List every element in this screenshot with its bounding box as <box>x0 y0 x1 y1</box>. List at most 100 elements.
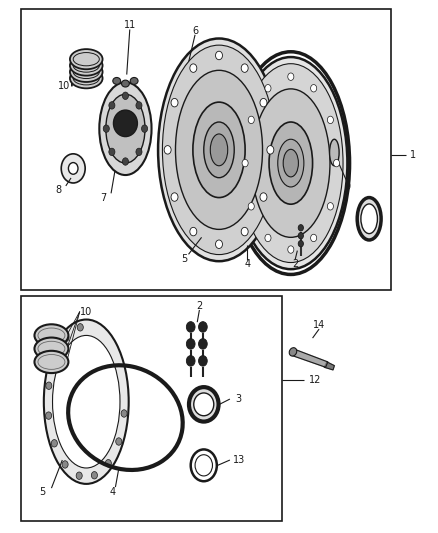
Circle shape <box>171 193 178 201</box>
Circle shape <box>260 99 267 107</box>
Text: 10: 10 <box>80 306 92 317</box>
Ellipse shape <box>53 335 120 468</box>
Circle shape <box>311 234 317 241</box>
Ellipse shape <box>193 102 245 198</box>
Bar <box>21 10 391 290</box>
Circle shape <box>52 354 58 362</box>
Text: 9: 9 <box>344 182 350 192</box>
Ellipse shape <box>158 38 280 261</box>
Circle shape <box>288 73 294 80</box>
Polygon shape <box>291 349 328 367</box>
Ellipse shape <box>357 198 381 240</box>
Text: 8: 8 <box>55 184 61 195</box>
Circle shape <box>77 324 83 331</box>
Ellipse shape <box>298 232 304 239</box>
Circle shape <box>116 438 122 445</box>
Ellipse shape <box>61 154 85 183</box>
Text: 1: 1 <box>410 150 416 160</box>
Text: 2: 2 <box>196 301 202 311</box>
Circle shape <box>248 203 254 210</box>
Circle shape <box>241 64 248 72</box>
Circle shape <box>51 440 57 447</box>
Ellipse shape <box>278 139 304 187</box>
Ellipse shape <box>361 204 378 233</box>
Ellipse shape <box>329 139 339 166</box>
Text: 11: 11 <box>124 20 136 30</box>
Circle shape <box>198 321 207 332</box>
Ellipse shape <box>35 324 68 346</box>
Text: 5: 5 <box>39 487 46 497</box>
Circle shape <box>190 64 197 72</box>
Text: 6: 6 <box>192 26 198 36</box>
Ellipse shape <box>44 319 129 484</box>
Circle shape <box>62 461 68 468</box>
Text: 10: 10 <box>58 81 71 91</box>
Circle shape <box>241 228 248 236</box>
Circle shape <box>164 146 171 154</box>
Circle shape <box>198 338 207 349</box>
Circle shape <box>195 455 212 476</box>
Ellipse shape <box>99 82 152 175</box>
Text: 12: 12 <box>308 375 321 385</box>
Circle shape <box>105 459 111 467</box>
Circle shape <box>333 159 339 167</box>
Circle shape <box>171 99 178 107</box>
Circle shape <box>288 246 294 253</box>
Text: 13: 13 <box>233 455 245 465</box>
Circle shape <box>109 148 115 156</box>
Circle shape <box>190 228 197 236</box>
Circle shape <box>267 146 274 154</box>
Circle shape <box>46 412 52 419</box>
Ellipse shape <box>289 348 297 356</box>
Circle shape <box>265 85 271 92</box>
Ellipse shape <box>70 62 102 82</box>
Ellipse shape <box>70 55 102 76</box>
Circle shape <box>186 356 195 366</box>
Circle shape <box>198 356 207 366</box>
Text: 3: 3 <box>236 394 242 404</box>
Ellipse shape <box>176 70 262 229</box>
Text: 7: 7 <box>101 192 107 203</box>
Ellipse shape <box>298 240 304 247</box>
Polygon shape <box>324 362 334 370</box>
Text: 5: 5 <box>181 254 187 263</box>
Circle shape <box>260 193 267 201</box>
Circle shape <box>327 116 333 124</box>
Circle shape <box>265 234 271 241</box>
Ellipse shape <box>189 387 219 422</box>
Circle shape <box>327 203 333 210</box>
Circle shape <box>136 148 142 156</box>
Circle shape <box>63 334 69 342</box>
Ellipse shape <box>106 94 145 163</box>
Bar <box>21 296 282 521</box>
Circle shape <box>215 51 223 60</box>
Circle shape <box>242 159 248 167</box>
Circle shape <box>122 92 128 100</box>
Ellipse shape <box>35 351 68 373</box>
Ellipse shape <box>234 57 347 269</box>
Ellipse shape <box>130 77 138 84</box>
Circle shape <box>122 158 128 165</box>
Circle shape <box>68 163 78 174</box>
Text: 4: 4 <box>110 487 116 497</box>
Circle shape <box>103 125 110 132</box>
Ellipse shape <box>239 63 343 263</box>
Ellipse shape <box>70 68 102 88</box>
Ellipse shape <box>162 45 276 255</box>
Circle shape <box>215 240 223 248</box>
Ellipse shape <box>269 122 313 204</box>
Ellipse shape <box>70 49 102 69</box>
Ellipse shape <box>298 224 304 231</box>
Text: 3: 3 <box>371 227 377 237</box>
Ellipse shape <box>283 149 298 177</box>
Ellipse shape <box>35 337 68 360</box>
Text: 2: 2 <box>292 259 298 269</box>
Ellipse shape <box>113 77 120 84</box>
Circle shape <box>109 102 115 109</box>
Ellipse shape <box>121 80 129 87</box>
Ellipse shape <box>252 89 330 237</box>
Circle shape <box>248 116 254 124</box>
Text: 4: 4 <box>244 259 251 269</box>
Ellipse shape <box>204 122 234 177</box>
Circle shape <box>46 382 52 390</box>
